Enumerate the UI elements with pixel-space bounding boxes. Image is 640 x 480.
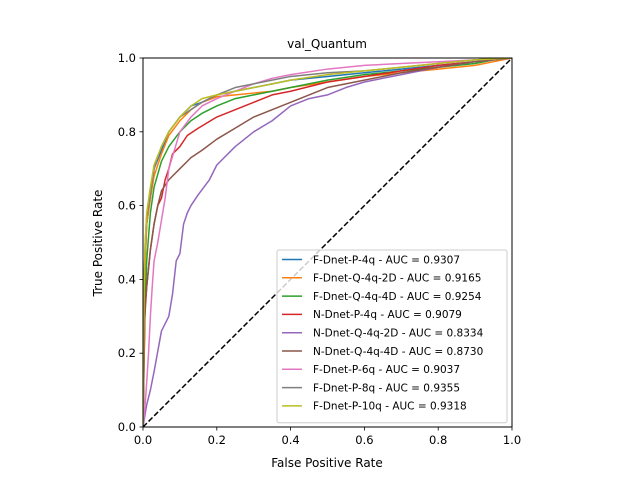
legend-entry: F-Dnet-P-8q - AUC = 0.9355 <box>313 382 460 394</box>
y-axis: 0.0 0.2 0.4 0.6 0.8 1.0 <box>118 51 143 434</box>
legend-entry: F-Dnet-P-10q - AUC = 0.9318 <box>313 401 467 413</box>
y-tick-label: 1.0 <box>118 51 136 65</box>
x-axis: 0.0 0.2 0.4 0.6 0.8 1.0 <box>134 427 521 447</box>
x-tick-label: 0.0 <box>134 433 152 447</box>
y-tick-label: 0.4 <box>118 272 136 286</box>
chart-title: val_Quantum <box>287 37 367 51</box>
legend-entry: N-Dnet-Q-4q-2D - AUC = 0.8334 <box>313 328 484 340</box>
legend-entry: N-Dnet-Q-4q-4D - AUC = 0.8730 <box>313 346 483 358</box>
axes-frame <box>142 57 513 428</box>
y-tick-label: 0.2 <box>118 346 136 360</box>
legend-entry: F-Dnet-Q-4q-2D - AUC = 0.9165 <box>313 273 481 285</box>
legend-entry: F-Dnet-Q-4q-4D - AUC = 0.9254 <box>313 291 482 303</box>
y-axis-label: True Positive Rate <box>91 190 105 298</box>
legend: F-Dnet-P-4q - AUC = 0.9307 F-Dnet-Q-4q-2D… <box>276 249 508 424</box>
roc-curve-9 <box>143 58 512 427</box>
y-tick-label: 0.6 <box>118 199 136 213</box>
y-tick-label: 0.0 <box>118 420 136 434</box>
legend-entry: F-Dnet-P-4q - AUC = 0.9307 <box>313 254 460 266</box>
x-tick-label: 0.8 <box>429 433 447 447</box>
roc-curve-3 <box>143 58 512 427</box>
roc-curve-7 <box>143 58 512 427</box>
legend-box <box>276 249 508 424</box>
x-tick-label: 0.2 <box>208 433 226 447</box>
roc-curve-6 <box>143 58 512 427</box>
plot-area <box>143 58 512 427</box>
roc-curve-5 <box>143 58 512 427</box>
y-tick-label: 0.8 <box>118 125 136 139</box>
x-axis-label: False Positive Rate <box>271 456 383 470</box>
chance-diagonal <box>143 58 512 427</box>
x-tick-label: 1.0 <box>503 433 521 447</box>
x-tick-label: 0.6 <box>355 433 373 447</box>
x-tick-label: 0.4 <box>281 433 299 447</box>
legend-entry: N-Dnet-P-4q - AUC = 0.9079 <box>313 309 462 321</box>
legend-entry: F-Dnet-P-6q - AUC = 0.9037 <box>313 364 460 376</box>
